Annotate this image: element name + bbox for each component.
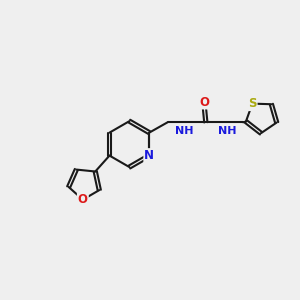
- Text: S: S: [248, 97, 256, 110]
- Text: O: O: [199, 95, 209, 109]
- Text: O: O: [78, 193, 88, 206]
- Text: N: N: [144, 149, 154, 162]
- Text: NH: NH: [218, 126, 236, 136]
- Text: NH: NH: [176, 126, 194, 136]
